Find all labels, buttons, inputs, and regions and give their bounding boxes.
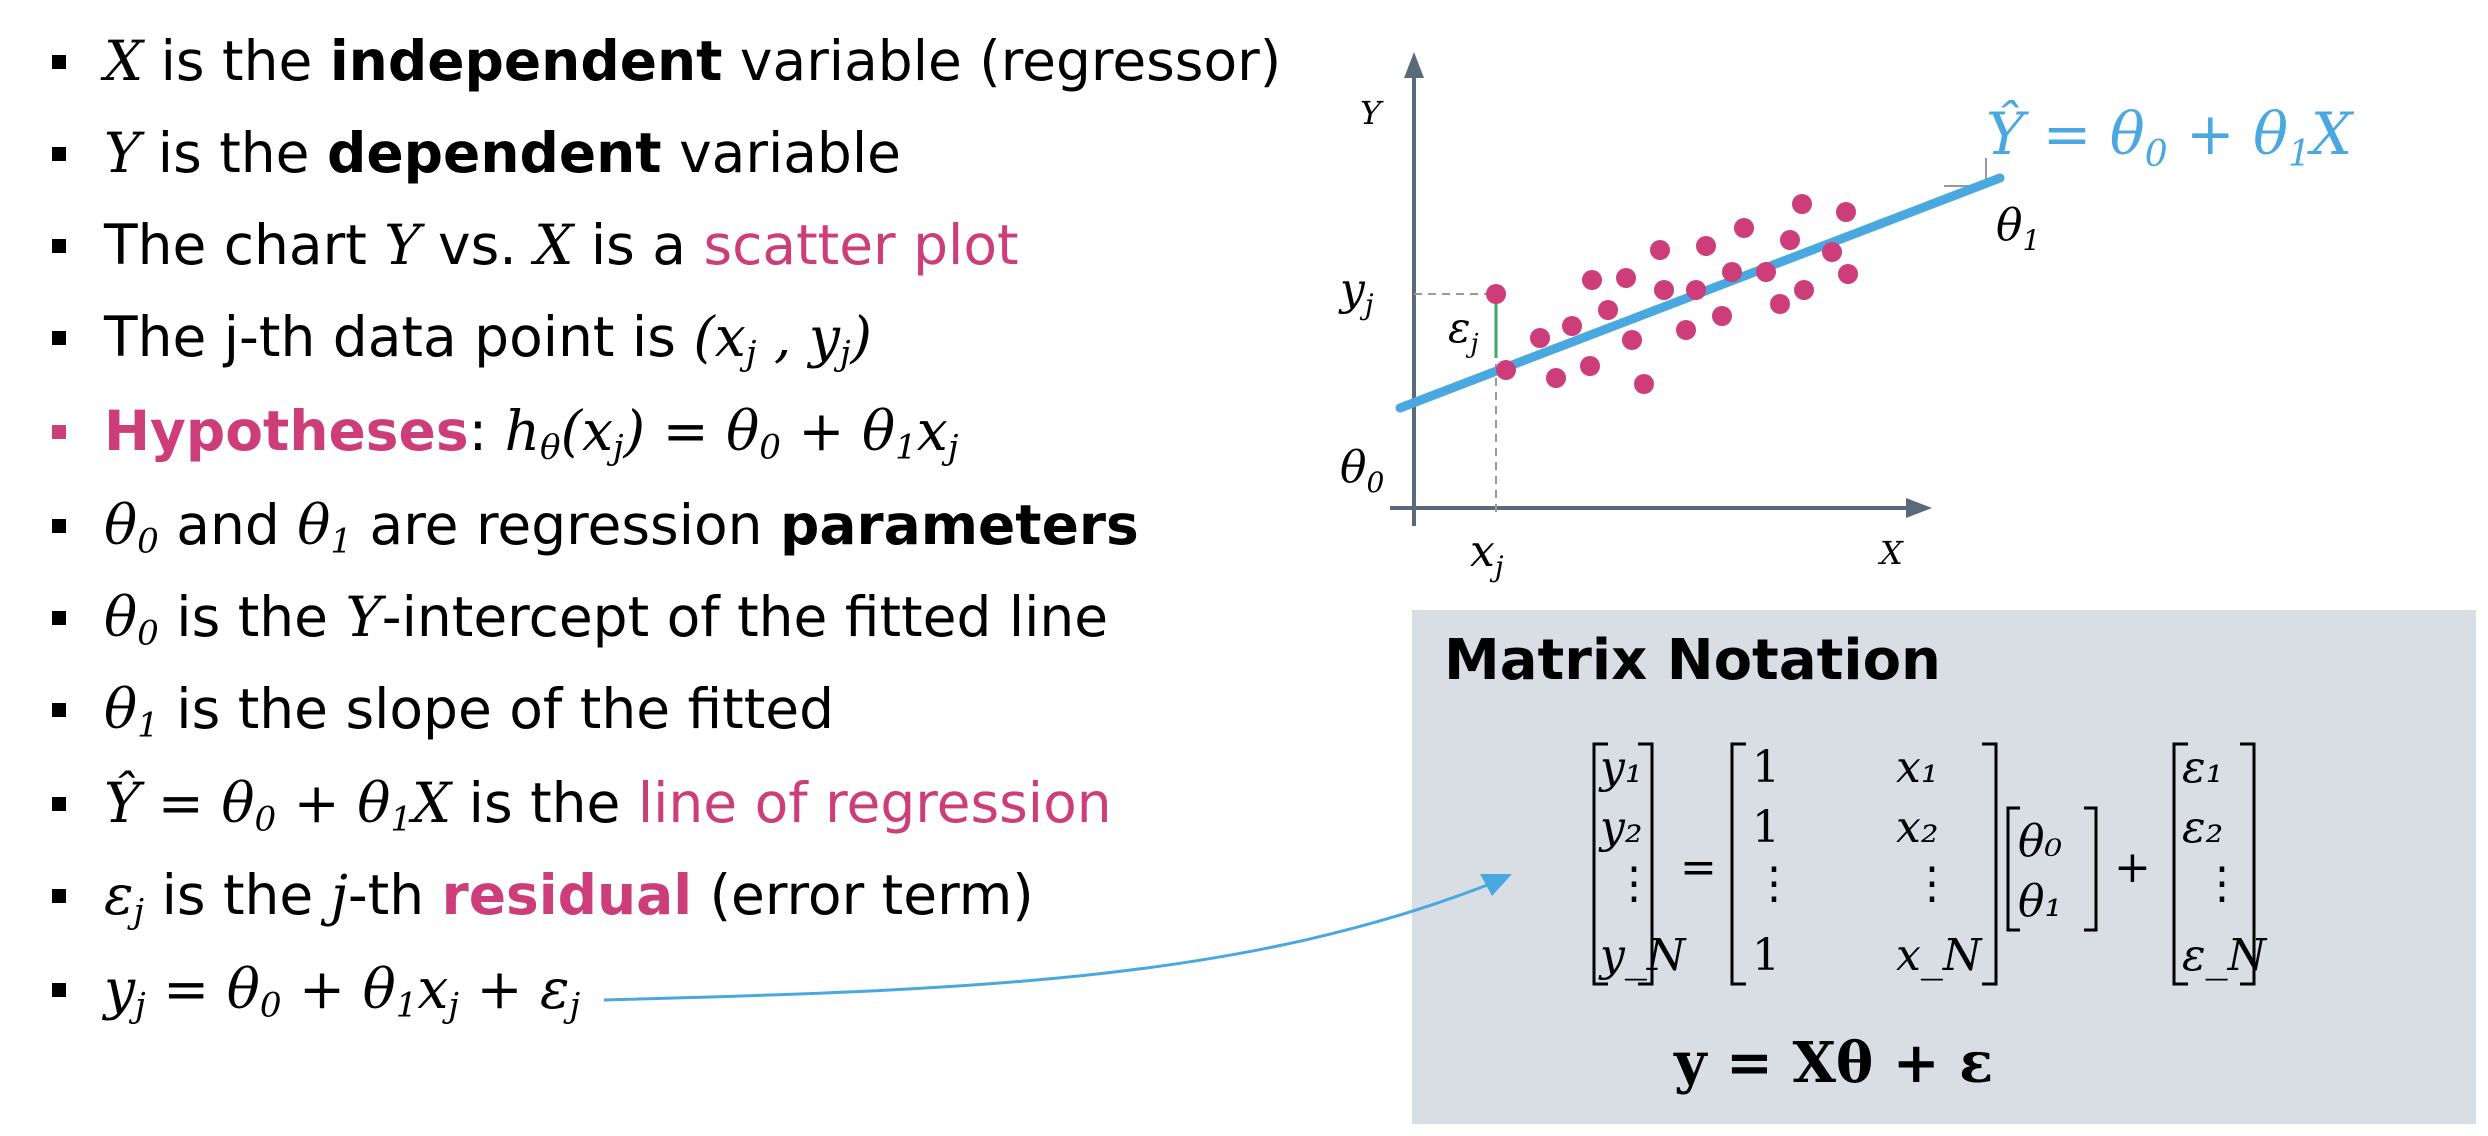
- matrix-notation-box: Matrix Notation y₁ y₂ ⋮ y_N = 1 1 ⋮ 1 x₁…: [1412, 610, 2476, 1124]
- x-col2-entry: x_N: [1896, 930, 1983, 981]
- plus-sign: +: [2114, 842, 2151, 893]
- data-point: [1822, 242, 1842, 262]
- x-col1-entry: 1: [1752, 930, 1780, 981]
- bullet-marker: [52, 889, 66, 903]
- data-point: [1770, 294, 1790, 314]
- x-col1-entry: 1: [1752, 742, 1780, 793]
- data-point: [1696, 236, 1716, 256]
- data-point: [1780, 230, 1800, 250]
- bullet-marker: [52, 425, 66, 439]
- eps-vec-entry: ε_N: [2182, 930, 2268, 981]
- bullet-marker: [52, 983, 66, 997]
- x-col2-entry: x₁: [1896, 742, 1938, 793]
- bracket-right: [2240, 742, 2256, 986]
- data-point: [1756, 262, 1776, 282]
- theta0-label: θ0: [1340, 442, 1384, 499]
- data-point: [1712, 306, 1732, 326]
- bracket-right: [2084, 806, 2098, 932]
- theta-vec-entry: θ₁: [2018, 876, 2062, 927]
- compact-matrix-equation: y = Xθ + ε: [1674, 1030, 1994, 1096]
- regression-equation-label: Ŷ = θ0 + θ1X: [1986, 100, 2355, 175]
- bracket-left: [2172, 742, 2188, 986]
- eps-vec-entry: ⋮: [2200, 858, 2244, 909]
- bracket-left: [1730, 742, 1746, 986]
- bullet-marker: [52, 703, 66, 717]
- y-axis-arrowhead: [1404, 52, 1424, 78]
- data-point: [1530, 328, 1550, 348]
- data-point: [1722, 262, 1742, 282]
- bullet-marker: [52, 519, 66, 533]
- bullet-marker: [52, 55, 66, 69]
- theta-vec-entry: θ₀: [2018, 816, 2062, 867]
- data-point: [1634, 374, 1654, 394]
- data-point: [1654, 280, 1674, 300]
- x-axis-arrowhead: [1906, 498, 1932, 518]
- data-point: [1676, 320, 1696, 340]
- y-vec-entry: ⋮: [1612, 858, 1656, 909]
- eps-vec-entry: ε₂: [2182, 802, 2223, 853]
- matrix-equation: y₁ y₂ ⋮ y_N = 1 1 ⋮ 1 x₁ x₂ ⋮ x_N θ₀ θ₁ …: [1592, 742, 2268, 986]
- bracket-right: [1638, 742, 1654, 986]
- bullet-marker: [52, 239, 66, 253]
- data-point: [1622, 330, 1642, 350]
- data-point: [1650, 240, 1670, 260]
- data-point: [1580, 356, 1600, 376]
- theta1-label: θ1: [1996, 200, 2040, 257]
- y-vec-entry: y₂: [1598, 802, 1643, 853]
- y-vec-entry: y_N: [1598, 930, 1687, 981]
- data-point: [1496, 360, 1516, 380]
- data-point: [1562, 316, 1582, 336]
- x-col1-entry: ⋮: [1752, 858, 1796, 909]
- matrix-notation-title: Matrix Notation: [1444, 628, 1941, 693]
- bracket-right: [1982, 742, 1998, 986]
- data-points: [1486, 194, 1858, 394]
- y-vec-entry: y₁: [1598, 742, 1643, 793]
- data-point: [1734, 218, 1754, 238]
- data-point-j: [1486, 284, 1506, 304]
- eps-vec-entry: ε₁: [2182, 742, 2223, 793]
- xj-label: xj: [1470, 526, 1504, 583]
- y-axis-label: Y: [1360, 94, 1384, 132]
- bracket-left: [2006, 806, 2020, 932]
- bullet-marker: [52, 147, 66, 161]
- data-point: [1546, 368, 1566, 388]
- epsilon-j-label: εj: [1448, 303, 1479, 359]
- data-point: [1582, 270, 1602, 290]
- data-point: [1792, 194, 1812, 214]
- data-point: [1794, 280, 1814, 300]
- x-col2-entry: x₂: [1896, 802, 1938, 853]
- data-point: [1686, 280, 1706, 300]
- x-axis-label: X: [1877, 534, 1904, 572]
- bullet-marker: [52, 611, 66, 625]
- data-point: [1616, 268, 1636, 288]
- bullet-marker: [52, 797, 66, 811]
- x-col1-entry: 1: [1752, 802, 1780, 853]
- data-point: [1598, 300, 1618, 320]
- bullet-marker: [52, 331, 66, 345]
- regression-diagram: Y X yj εj θ0 xj: [1338, 52, 2355, 583]
- data-point: [1838, 264, 1858, 284]
- equals-sign: =: [1680, 842, 1717, 893]
- yj-label: yj: [1338, 264, 1374, 321]
- data-point: [1836, 202, 1856, 222]
- x-col2-entry: ⋮: [1910, 858, 1954, 909]
- bracket-left: [1592, 742, 1608, 986]
